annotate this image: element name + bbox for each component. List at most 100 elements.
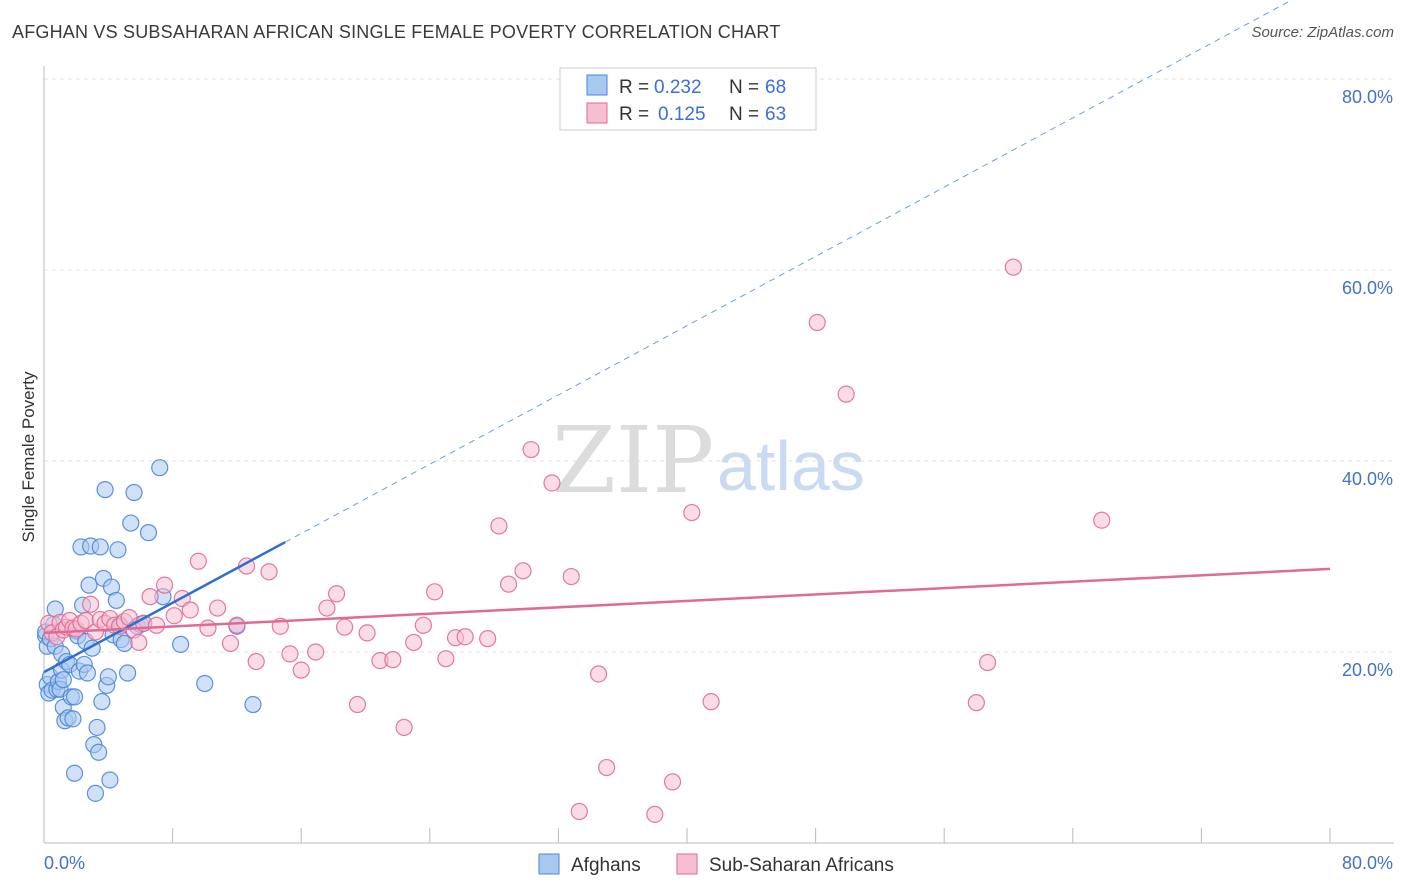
afghans-point-51 (109, 541, 127, 559)
y-tick-label-0: 20.0% (1342, 660, 1393, 680)
subsaharan-points (40, 258, 1111, 823)
subsaharan-point-73 (1004, 258, 1022, 276)
afghans-point-56 (122, 514, 140, 532)
legend-swatch-subsaharan (586, 102, 608, 124)
afghans-point-61 (139, 524, 158, 542)
subsaharan-point-39 (292, 661, 310, 679)
afghans-point-38 (86, 784, 105, 802)
subsaharan-point-60 (543, 474, 561, 492)
subsaharan-point-61 (562, 567, 580, 586)
subsaharan-point-11 (82, 595, 100, 613)
subsaharan-point-42 (327, 585, 346, 603)
subsaharan-point-47 (384, 651, 402, 669)
legend-r-label-subsaharan: R = (619, 104, 649, 125)
subsaharan-point-28 (181, 601, 199, 619)
afghans-point-64 (172, 635, 190, 653)
afghans-point-40 (90, 743, 108, 761)
subsaharan-point-51 (426, 583, 444, 601)
afghans-point-65 (196, 674, 214, 693)
afghans-point-25 (65, 688, 84, 706)
subsaharan-point-70 (837, 385, 855, 403)
afghans-point-57 (125, 483, 143, 502)
subsaharan-point-66 (663, 773, 682, 791)
afghans-point-23 (64, 710, 82, 728)
subsaharan-point-59 (522, 440, 540, 459)
subsaharan-point-26 (165, 607, 183, 625)
subsaharan-trend-line (43, 567, 1331, 635)
watermark-zip: ZIP (552, 407, 714, 514)
afghans-point-44 (96, 481, 114, 499)
bottom-legend-label-afghans: Afghans (571, 855, 641, 876)
subsaharan-point-25 (155, 576, 174, 594)
subsaharan-point-52 (437, 650, 455, 668)
y-tick-label-3: 80.0% (1342, 87, 1393, 107)
afghans-point-54 (115, 634, 133, 653)
subsaharan-point-32 (221, 634, 240, 653)
legend-n-label-afghans: N = (729, 77, 759, 98)
legend-swatch-afghans (586, 74, 608, 96)
trend-lines (43, 0, 1331, 674)
axes (43, 66, 1394, 844)
subsaharan-point-48 (395, 718, 413, 737)
bottom-legend-swatch-subsaharan (676, 853, 698, 875)
watermark-atlas: atlas (717, 427, 865, 505)
afghans-point-39 (88, 718, 106, 737)
correlation-legend: R = 0.232 N = 68 R = 0.125 N = 63 (559, 67, 817, 131)
legend-r-value-subsaharan: 0.125 (658, 104, 706, 125)
legend-r-value-afghans: 0.232 (654, 77, 702, 98)
legend-r-label-afghans: R = (619, 77, 649, 98)
watermark: ZIP atlas (552, 407, 865, 514)
subsaharan-point-40 (307, 643, 325, 661)
subsaharan-point-71 (967, 694, 985, 712)
series-legend: Afghans Sub-Saharan Africans (538, 853, 894, 876)
source-label: Source: ZipAtlas.com (1251, 24, 1394, 41)
bottom-legend-label-subsaharan: Sub-Saharan Africans (709, 855, 894, 876)
afghans-point-47 (101, 771, 119, 789)
x-tick-label-0: 0.0% (44, 853, 85, 873)
legend-n-label-subsaharan: N = (729, 104, 759, 125)
subsaharan-point-23 (141, 588, 159, 606)
subsaharan-point-72 (979, 653, 997, 672)
afghans-point-33 (78, 664, 97, 682)
afghans-point-34 (80, 576, 98, 594)
subsaharan-point-50 (414, 616, 432, 634)
afghans-point-46 (99, 668, 117, 686)
chart-title: AFGHAN VS SUBSAHARAN AFRICAN SINGLE FEMA… (12, 22, 781, 42)
subsaharan-point-55 (479, 630, 497, 648)
subsaharan-point-56 (490, 517, 508, 535)
subsaharan-point-68 (702, 693, 720, 711)
subsaharan-point-31 (209, 599, 227, 617)
subsaharan-point-63 (589, 665, 608, 683)
x-tick-label-1: 80.0% (1342, 853, 1393, 873)
afghans-point-55 (118, 664, 137, 682)
subsaharan-point-57 (499, 575, 518, 593)
y-tick-labels: 20.0% 40.0% 60.0% 80.0% (1342, 87, 1393, 680)
bottom-legend-swatch-afghans (538, 853, 560, 875)
subsaharan-point-62 (570, 802, 588, 821)
x-tick-labels: 0.0% 80.0% (44, 853, 1393, 873)
subsaharan-point-35 (247, 652, 265, 671)
y-tick-label-2: 60.0% (1342, 278, 1393, 298)
subsaharan-point-64 (598, 758, 616, 777)
subsaharan-point-45 (358, 624, 376, 642)
y-axis-label: Single Female Poverty (19, 371, 38, 543)
y-tick-label-1: 40.0% (1342, 469, 1393, 489)
subsaharan-point-67 (683, 503, 701, 522)
subsaharan-point-49 (405, 633, 423, 652)
subsaharan-point-69 (808, 313, 826, 332)
subsaharan-point-54 (456, 628, 474, 646)
subsaharan-point-74 (1093, 511, 1111, 529)
legend-n-value-afghans: 68 (765, 77, 786, 98)
afghans-point-62 (151, 459, 169, 477)
afghans-point-50 (107, 591, 125, 610)
subsaharan-point-30 (199, 619, 217, 637)
afghans-point-16 (54, 671, 72, 689)
subsaharan-point-29 (189, 552, 207, 570)
subsaharan-point-43 (336, 618, 354, 636)
afghans-trend-line (43, 541, 286, 674)
legend-n-value-subsaharan: 63 (765, 104, 786, 125)
subsaharan-point-58 (514, 562, 532, 580)
subsaharan-point-65 (646, 805, 664, 823)
afghans-point-24 (65, 764, 84, 782)
